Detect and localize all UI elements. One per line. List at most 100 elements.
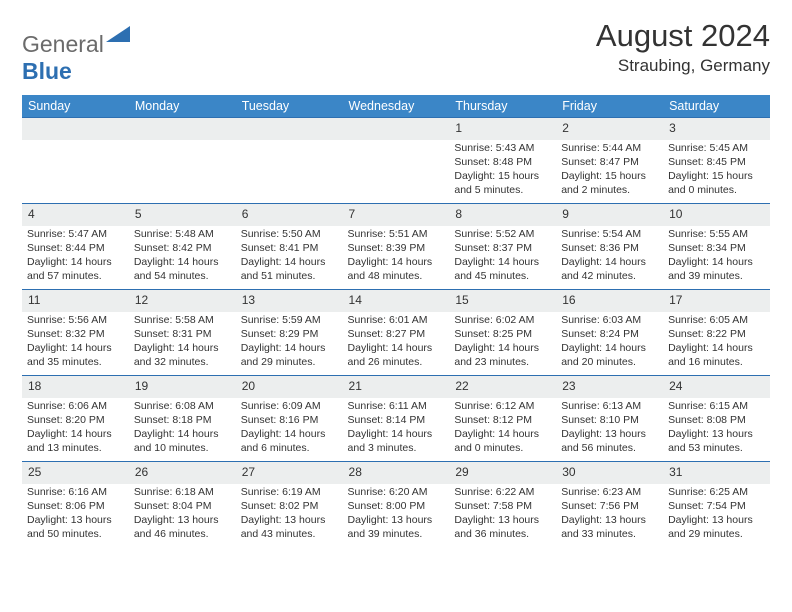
- day-body: Sunrise: 6:11 AMSunset: 8:14 PMDaylight:…: [343, 398, 450, 459]
- day-line-d2: and 20 minutes.: [561, 356, 658, 370]
- day-body: Sunrise: 5:48 AMSunset: 8:42 PMDaylight:…: [129, 226, 236, 287]
- day-line-d2: and 0 minutes.: [668, 184, 765, 198]
- calendar-week: 18Sunrise: 6:06 AMSunset: 8:20 PMDayligh…: [22, 376, 770, 462]
- day-number: 25: [22, 462, 129, 484]
- day-line-sr: Sunrise: 5:51 AM: [348, 228, 445, 242]
- day-line-d1: Daylight: 13 hours: [668, 428, 765, 442]
- calendar-cell: 23Sunrise: 6:13 AMSunset: 8:10 PMDayligh…: [556, 376, 663, 462]
- day-line-d1: Daylight: 13 hours: [348, 514, 445, 528]
- day-line-sr: Sunrise: 6:13 AM: [561, 400, 658, 414]
- day-line-ss: Sunset: 8:34 PM: [668, 242, 765, 256]
- day-body: Sunrise: 6:02 AMSunset: 8:25 PMDaylight:…: [449, 312, 556, 373]
- day-line-d2: and 51 minutes.: [241, 270, 338, 284]
- day-line-ss: Sunset: 8:12 PM: [454, 414, 551, 428]
- day-line-d1: Daylight: 14 hours: [134, 428, 231, 442]
- calendar-page: General Blue August 2024 Straubing, Germ…: [0, 0, 792, 548]
- day-line-d2: and 48 minutes.: [348, 270, 445, 284]
- day-body: Sunrise: 5:59 AMSunset: 8:29 PMDaylight:…: [236, 312, 343, 373]
- day-body: Sunrise: 5:50 AMSunset: 8:41 PMDaylight:…: [236, 226, 343, 287]
- logo-triangle-icon: [106, 24, 130, 44]
- day-line-sr: Sunrise: 5:56 AM: [27, 314, 124, 328]
- calendar-cell: 2Sunrise: 5:44 AMSunset: 8:47 PMDaylight…: [556, 118, 663, 204]
- day-line-ss: Sunset: 8:04 PM: [134, 500, 231, 514]
- calendar-cell: 31Sunrise: 6:25 AMSunset: 7:54 PMDayligh…: [663, 462, 770, 548]
- day-number: 30: [556, 462, 663, 484]
- page-header: General Blue August 2024 Straubing, Germ…: [22, 18, 770, 85]
- day-body: Sunrise: 5:45 AMSunset: 8:45 PMDaylight:…: [663, 140, 770, 201]
- day-body: Sunrise: 5:44 AMSunset: 8:47 PMDaylight:…: [556, 140, 663, 201]
- day-body: Sunrise: 6:12 AMSunset: 8:12 PMDaylight:…: [449, 398, 556, 459]
- calendar-cell: 18Sunrise: 6:06 AMSunset: 8:20 PMDayligh…: [22, 376, 129, 462]
- weekday-header: Thursday: [449, 95, 556, 118]
- day-line-d1: Daylight: 14 hours: [241, 428, 338, 442]
- day-line-d2: and 57 minutes.: [27, 270, 124, 284]
- day-body: Sunrise: 6:16 AMSunset: 8:06 PMDaylight:…: [22, 484, 129, 545]
- day-line-d1: Daylight: 14 hours: [454, 342, 551, 356]
- day-body: Sunrise: 6:23 AMSunset: 7:56 PMDaylight:…: [556, 484, 663, 545]
- calendar-cell: 28Sunrise: 6:20 AMSunset: 8:00 PMDayligh…: [343, 462, 450, 548]
- calendar-cell: 8Sunrise: 5:52 AMSunset: 8:37 PMDaylight…: [449, 204, 556, 290]
- calendar-cell: 13Sunrise: 5:59 AMSunset: 8:29 PMDayligh…: [236, 290, 343, 376]
- day-number: 5: [129, 204, 236, 226]
- calendar-cell: 24Sunrise: 6:15 AMSunset: 8:08 PMDayligh…: [663, 376, 770, 462]
- day-number: 4: [22, 204, 129, 226]
- day-line-sr: Sunrise: 6:19 AM: [241, 486, 338, 500]
- day-line-ss: Sunset: 8:20 PM: [27, 414, 124, 428]
- day-line-sr: Sunrise: 6:18 AM: [134, 486, 231, 500]
- day-number: 20: [236, 376, 343, 398]
- logo: General Blue: [22, 24, 130, 85]
- day-body: Sunrise: 6:19 AMSunset: 8:02 PMDaylight:…: [236, 484, 343, 545]
- calendar-cell: 14Sunrise: 6:01 AMSunset: 8:27 PMDayligh…: [343, 290, 450, 376]
- day-line-sr: Sunrise: 6:12 AM: [454, 400, 551, 414]
- calendar-cell: 17Sunrise: 6:05 AMSunset: 8:22 PMDayligh…: [663, 290, 770, 376]
- day-line-ss: Sunset: 8:27 PM: [348, 328, 445, 342]
- day-line-sr: Sunrise: 5:45 AM: [668, 142, 765, 156]
- day-line-sr: Sunrise: 5:52 AM: [454, 228, 551, 242]
- day-number: 26: [129, 462, 236, 484]
- day-number: 11: [22, 290, 129, 312]
- day-line-ss: Sunset: 8:47 PM: [561, 156, 658, 170]
- calendar-cell: 1Sunrise: 5:43 AMSunset: 8:48 PMDaylight…: [449, 118, 556, 204]
- day-line-d2: and 10 minutes.: [134, 442, 231, 456]
- calendar-cell: 30Sunrise: 6:23 AMSunset: 7:56 PMDayligh…: [556, 462, 663, 548]
- calendar-cell: 21Sunrise: 6:11 AMSunset: 8:14 PMDayligh…: [343, 376, 450, 462]
- day-line-sr: Sunrise: 6:20 AM: [348, 486, 445, 500]
- day-body: Sunrise: 5:55 AMSunset: 8:34 PMDaylight:…: [663, 226, 770, 287]
- day-line-ss: Sunset: 8:00 PM: [348, 500, 445, 514]
- day-number: 23: [556, 376, 663, 398]
- day-line-ss: Sunset: 8:14 PM: [348, 414, 445, 428]
- calendar-cell: [343, 118, 450, 204]
- day-line-d1: Daylight: 14 hours: [454, 428, 551, 442]
- day-line-d1: Daylight: 14 hours: [348, 256, 445, 270]
- calendar-week: 4Sunrise: 5:47 AMSunset: 8:44 PMDaylight…: [22, 204, 770, 290]
- day-line-sr: Sunrise: 5:58 AM: [134, 314, 231, 328]
- calendar-cell: 16Sunrise: 6:03 AMSunset: 8:24 PMDayligh…: [556, 290, 663, 376]
- calendar-cell: 20Sunrise: 6:09 AMSunset: 8:16 PMDayligh…: [236, 376, 343, 462]
- day-line-sr: Sunrise: 6:23 AM: [561, 486, 658, 500]
- day-body: Sunrise: 6:05 AMSunset: 8:22 PMDaylight:…: [663, 312, 770, 373]
- day-line-sr: Sunrise: 5:44 AM: [561, 142, 658, 156]
- day-line-d1: Daylight: 14 hours: [241, 342, 338, 356]
- day-line-d1: Daylight: 15 hours: [668, 170, 765, 184]
- page-title: August 2024: [596, 18, 770, 54]
- day-number: 2: [556, 118, 663, 140]
- day-body: Sunrise: 6:09 AMSunset: 8:16 PMDaylight:…: [236, 398, 343, 459]
- calendar-cell: 3Sunrise: 5:45 AMSunset: 8:45 PMDaylight…: [663, 118, 770, 204]
- day-line-d2: and 39 minutes.: [668, 270, 765, 284]
- day-line-d2: and 6 minutes.: [241, 442, 338, 456]
- calendar-cell: 5Sunrise: 5:48 AMSunset: 8:42 PMDaylight…: [129, 204, 236, 290]
- day-line-d1: Daylight: 13 hours: [134, 514, 231, 528]
- day-number: 6: [236, 204, 343, 226]
- day-line-d2: and 13 minutes.: [27, 442, 124, 456]
- day-body: Sunrise: 6:08 AMSunset: 8:18 PMDaylight:…: [129, 398, 236, 459]
- day-line-sr: Sunrise: 5:48 AM: [134, 228, 231, 242]
- day-line-d1: Daylight: 14 hours: [561, 342, 658, 356]
- calendar-body: 1Sunrise: 5:43 AMSunset: 8:48 PMDaylight…: [22, 118, 770, 548]
- day-line-d1: Daylight: 14 hours: [27, 428, 124, 442]
- day-number: 3: [663, 118, 770, 140]
- day-body: Sunrise: 5:54 AMSunset: 8:36 PMDaylight:…: [556, 226, 663, 287]
- day-line-ss: Sunset: 8:18 PM: [134, 414, 231, 428]
- day-number: 18: [22, 376, 129, 398]
- day-line-sr: Sunrise: 6:15 AM: [668, 400, 765, 414]
- day-line-ss: Sunset: 8:44 PM: [27, 242, 124, 256]
